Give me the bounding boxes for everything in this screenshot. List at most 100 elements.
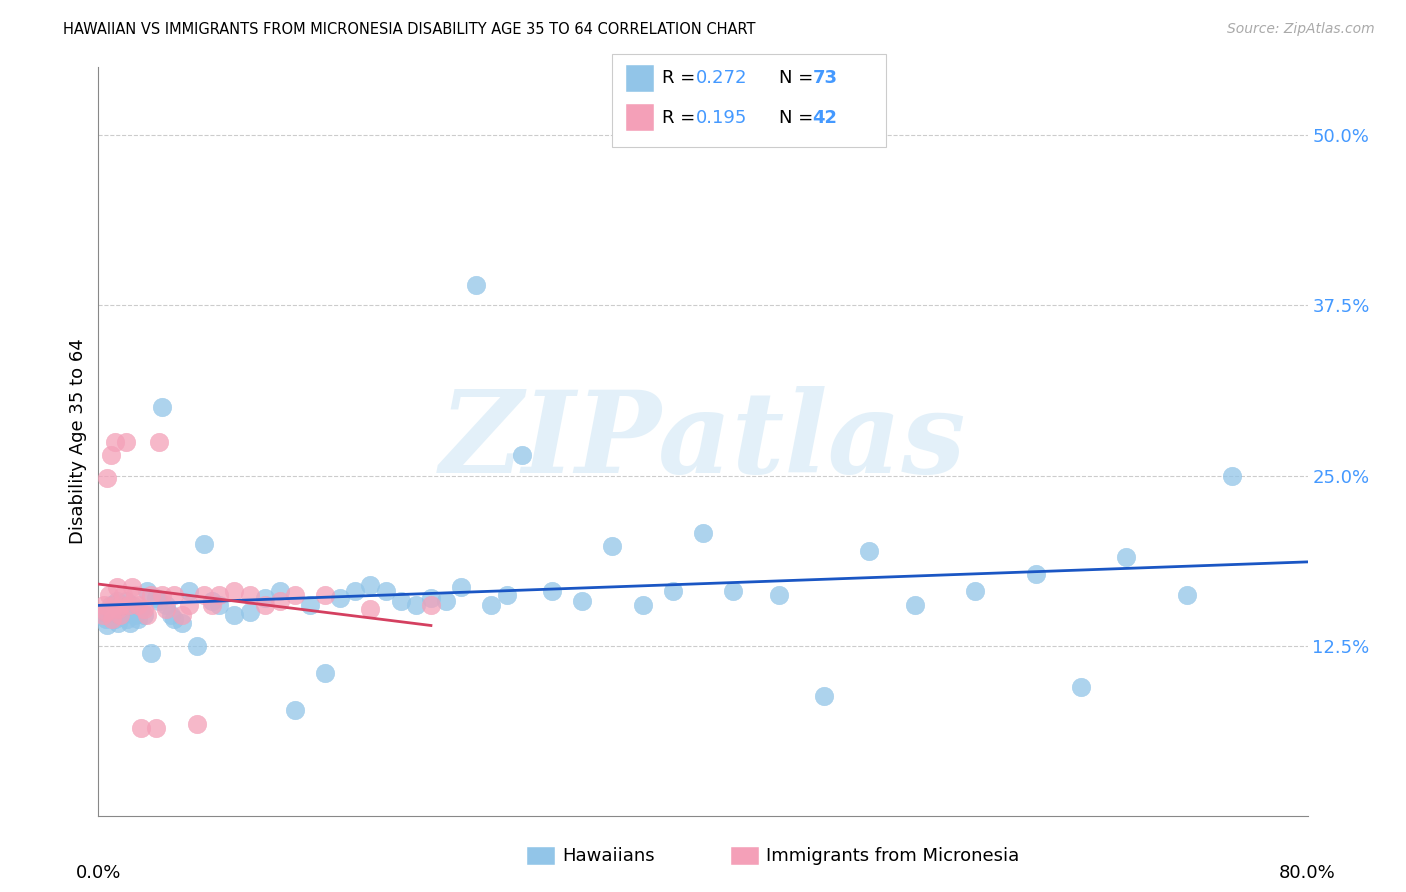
Point bbox=[1220, 468, 1243, 483]
Text: R =: R = bbox=[662, 70, 702, 87]
Point bbox=[170, 607, 193, 622]
Point bbox=[114, 594, 136, 608]
Point bbox=[127, 598, 149, 612]
Point bbox=[329, 591, 352, 606]
Point bbox=[723, 584, 745, 599]
Point bbox=[104, 434, 127, 449]
Point bbox=[93, 598, 115, 612]
Point bbox=[965, 584, 987, 599]
Text: 0.0%: 0.0% bbox=[76, 863, 121, 882]
Point bbox=[121, 598, 143, 612]
Point bbox=[103, 602, 125, 616]
Point bbox=[813, 690, 835, 704]
Point bbox=[420, 598, 443, 612]
Point bbox=[858, 543, 880, 558]
Point bbox=[107, 602, 129, 616]
Point bbox=[193, 537, 215, 551]
Point bbox=[186, 716, 208, 731]
Point bbox=[100, 448, 122, 462]
Point bbox=[571, 594, 593, 608]
Point bbox=[904, 598, 927, 612]
Point bbox=[253, 598, 276, 612]
Point bbox=[224, 584, 246, 599]
Point bbox=[661, 584, 683, 599]
Text: 80.0%: 80.0% bbox=[1279, 863, 1336, 882]
Point bbox=[284, 703, 307, 717]
Text: N =: N = bbox=[779, 109, 818, 127]
Point bbox=[104, 612, 127, 626]
Point bbox=[135, 584, 157, 599]
Point bbox=[465, 277, 488, 292]
Point bbox=[101, 607, 124, 622]
Point bbox=[129, 602, 152, 616]
Point bbox=[105, 594, 128, 608]
Point bbox=[148, 434, 170, 449]
Point bbox=[201, 598, 224, 612]
Text: R =: R = bbox=[662, 109, 702, 127]
Text: N =: N = bbox=[779, 70, 818, 87]
Text: Immigrants from Micronesia: Immigrants from Micronesia bbox=[766, 847, 1019, 865]
Text: ZIPatlas: ZIPatlas bbox=[440, 386, 966, 497]
Point bbox=[239, 605, 262, 619]
Point bbox=[98, 589, 121, 603]
Point bbox=[135, 607, 157, 622]
Point bbox=[179, 584, 201, 599]
Text: 0.272: 0.272 bbox=[696, 70, 748, 87]
Point bbox=[420, 591, 443, 606]
Point bbox=[145, 591, 167, 606]
Text: 42: 42 bbox=[813, 109, 838, 127]
Point bbox=[105, 580, 128, 594]
Point bbox=[141, 589, 163, 603]
Point bbox=[374, 584, 396, 599]
Point bbox=[101, 612, 124, 626]
Point bbox=[155, 602, 177, 616]
Point bbox=[155, 598, 177, 612]
Point bbox=[193, 589, 215, 603]
Point bbox=[129, 721, 152, 735]
Point bbox=[163, 612, 186, 626]
Point bbox=[150, 589, 173, 603]
Point bbox=[145, 721, 167, 735]
Point bbox=[1175, 589, 1198, 603]
Point bbox=[132, 602, 155, 616]
Point bbox=[239, 589, 262, 603]
Point bbox=[96, 618, 118, 632]
Point bbox=[96, 471, 118, 485]
Point bbox=[540, 584, 562, 599]
Point bbox=[510, 448, 533, 462]
Point bbox=[269, 594, 291, 608]
Text: Source: ZipAtlas.com: Source: ZipAtlas.com bbox=[1227, 22, 1375, 37]
Point bbox=[405, 598, 427, 612]
Point bbox=[148, 594, 170, 608]
Point bbox=[108, 607, 131, 622]
Point bbox=[91, 607, 114, 622]
Point bbox=[208, 598, 231, 612]
Point bbox=[163, 589, 186, 603]
Point bbox=[344, 584, 367, 599]
Point bbox=[124, 607, 146, 622]
Point bbox=[107, 615, 129, 630]
Point bbox=[692, 525, 714, 540]
Point bbox=[360, 602, 382, 616]
Point bbox=[108, 605, 131, 619]
Point bbox=[389, 594, 412, 608]
Point bbox=[208, 589, 231, 603]
Text: Hawaiians: Hawaiians bbox=[562, 847, 655, 865]
Point bbox=[450, 580, 472, 594]
Point bbox=[115, 612, 138, 626]
Point bbox=[111, 589, 134, 603]
Point bbox=[314, 666, 336, 681]
Point bbox=[110, 598, 132, 612]
Text: HAWAIIAN VS IMMIGRANTS FROM MICRONESIA DISABILITY AGE 35 TO 64 CORRELATION CHART: HAWAIIAN VS IMMIGRANTS FROM MICRONESIA D… bbox=[63, 22, 756, 37]
Point bbox=[768, 589, 790, 603]
Point bbox=[150, 401, 173, 415]
Point bbox=[1024, 566, 1046, 581]
Point bbox=[269, 584, 291, 599]
Point bbox=[112, 602, 135, 616]
Point bbox=[127, 612, 149, 626]
Point bbox=[114, 434, 136, 449]
Point bbox=[110, 598, 132, 612]
Point bbox=[314, 589, 336, 603]
Point bbox=[179, 598, 201, 612]
Text: 73: 73 bbox=[813, 70, 838, 87]
